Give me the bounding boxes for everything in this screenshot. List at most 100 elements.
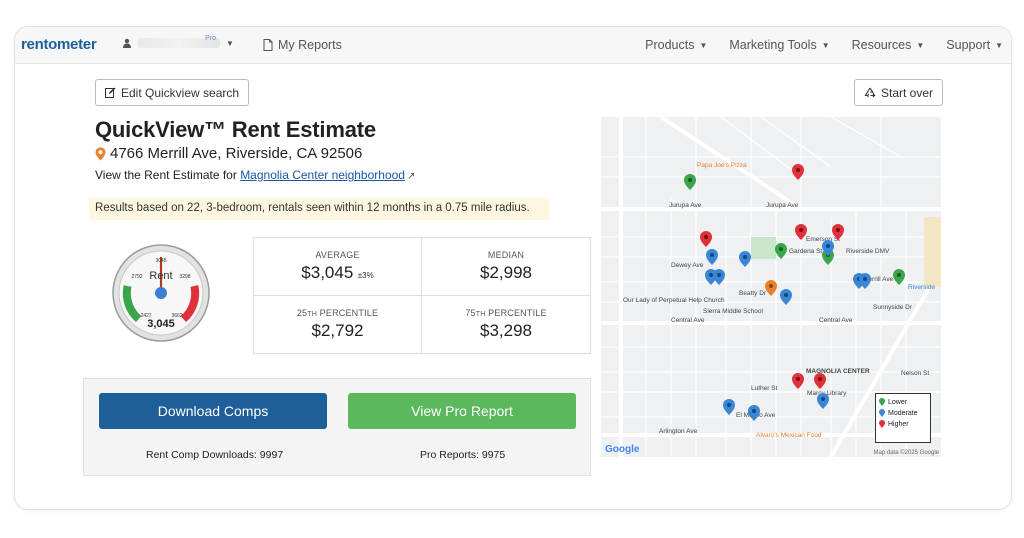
chevron-down-icon: ▼ (821, 40, 830, 50)
pin-subject-property[interactable] (765, 280, 777, 296)
street-label: Riverside DMV (846, 248, 890, 255)
pin-higher[interactable] (832, 224, 844, 240)
pin-moderate[interactable] (859, 273, 871, 289)
stat-average-value: $3,045 (301, 262, 354, 282)
street-label: Riverside (908, 284, 935, 291)
property-address: 4766 Merrill Ave, Riverside, CA 92506 (95, 145, 362, 162)
street-label: MAGNOLIA CENTER (806, 368, 870, 375)
commercial-area (924, 217, 941, 287)
gauge-label: Rent (149, 270, 172, 282)
pin-moderate[interactable] (723, 399, 735, 415)
street-label: Central Ave (819, 317, 853, 324)
menu-support[interactable]: Support ▼ (946, 38, 1003, 52)
user-name-redacted: Pro (138, 35, 220, 48)
download-comps-button[interactable]: Download Comps (99, 393, 327, 429)
stat-75th-suffix: TH (475, 310, 486, 318)
main-menu: Products ▼ Marketing Tools ▼ Resources ▼ Su… (645, 38, 1003, 52)
pin-moderate[interactable] (817, 393, 829, 409)
street-label: Jurupa Ave (766, 202, 799, 209)
gauge-tick-3298: 3298 (179, 274, 190, 280)
neighborhood-line: View the Rent Estimate for Magnolia Cent… (95, 168, 415, 182)
street-label: Merrill Ave (863, 276, 894, 283)
pin-higher[interactable] (792, 164, 804, 180)
stat-average-label: AVERAGE (315, 249, 360, 260)
address-text: 4766 Merrill Ave, Riverside, CA 92506 (110, 145, 363, 162)
gauge-low-band (122, 285, 142, 323)
menu-marketing-tools[interactable]: Marketing Tools ▼ (729, 38, 829, 52)
chevron-down-icon: ▼ (699, 40, 708, 50)
gauge-high-band (180, 285, 200, 323)
stat-25th-number: 25 (296, 307, 308, 318)
my-reports-label: My Reports (278, 38, 342, 52)
stat-average-row: $3,045 ±3% (301, 263, 373, 283)
legend-moderate-icon (879, 409, 885, 417)
menu-resources[interactable]: Resources ▼ (852, 38, 925, 52)
comps-map[interactable]: Jurupa Ave Jurupa Ave Central Ave Centra… (601, 117, 941, 457)
rent-gauge: Rent 3045 2792 3298 2427 3662 3,045 (112, 244, 210, 342)
user-menu[interactable]: Pro ▼ (122, 35, 234, 48)
pin-lower[interactable] (684, 174, 696, 190)
google-logo[interactable]: Google (605, 444, 640, 455)
street-label: Nelson St (901, 370, 929, 377)
pin-lower[interactable] (775, 243, 787, 259)
menu-resources-label: Resources (851, 38, 912, 52)
map-pins (684, 164, 905, 421)
street-label: Jurupa Ave (669, 202, 702, 209)
external-link-icon: ↗ (406, 171, 416, 182)
gauge-tick-3045: 3045 (155, 258, 166, 264)
legend-higher-label: Higher (888, 420, 909, 428)
street-label: Alvaro's Mexican Food (756, 432, 822, 439)
pro-report-count: Pro Reports: 9975 (420, 449, 506, 461)
stat-25th-suffix: TH (307, 310, 317, 318)
edit-icon (105, 87, 116, 98)
pin-moderate[interactable] (780, 289, 792, 305)
street-label: Beatty Dr (739, 290, 767, 297)
stat-75th-percentile: 75TH PERCENTILE $3,298 (422, 296, 590, 354)
street-label: Emerson St (806, 236, 840, 243)
street-label: Arlington Ave (659, 428, 698, 435)
stat-25th-word: PERCENTILE (319, 307, 379, 318)
download-count: Rent Comp Downloads: 9997 (146, 449, 284, 461)
street-label: Sunnyside Dr (873, 304, 913, 311)
pin-moderate[interactable] (706, 249, 718, 265)
chevron-down-icon: ▼ (916, 40, 925, 50)
pin-moderate[interactable] (822, 240, 834, 256)
start-over-label: Start over (881, 85, 934, 100)
edit-quickview-button[interactable]: Edit Quickview search (95, 79, 250, 106)
gauge-hub (155, 287, 167, 299)
rentometer-logo[interactable]: rentometer (21, 36, 97, 53)
pin-higher[interactable] (814, 373, 826, 389)
menu-products[interactable]: Products ▼ (645, 38, 707, 52)
street-label: Sierra Middle School (703, 308, 764, 315)
rent-stats-table: AVERAGE $3,045 ±3% MEDIAN $2,998 25TH PE… (253, 237, 591, 354)
menu-support-label: Support (946, 38, 991, 52)
map-credit[interactable]: Map data ©2025 Google (873, 450, 939, 456)
pin-higher[interactable] (795, 224, 807, 240)
street-label: Dewey Ave (671, 262, 704, 269)
stat-median-value: $2,998 (480, 262, 532, 282)
results-note: Results based on 22, 3-bedroom, rentals … (89, 198, 549, 220)
stat-75th-number: 75 (465, 307, 476, 318)
legend-moderate-label: Moderate (888, 409, 918, 417)
chevron-down-icon: ▼ (226, 38, 234, 48)
stat-median: MEDIAN $2,998 (422, 238, 590, 296)
view-pro-report-button[interactable]: View Pro Report (348, 393, 576, 429)
pin-moderate[interactable] (748, 405, 760, 421)
pin-higher[interactable] (700, 231, 712, 247)
start-over-button[interactable]: Start over (854, 79, 944, 106)
gauge-tick-2792: 2792 (131, 274, 142, 280)
stat-average-margin: ±3% (357, 270, 374, 280)
pin-moderate[interactable] (739, 251, 751, 267)
stat-median-label: MEDIAN (487, 249, 525, 260)
menu-products-label: Products (645, 38, 695, 52)
neighborhood-link[interactable]: Magnolia Center neighborhood (240, 168, 405, 182)
street-label: Marcy Library (807, 390, 847, 397)
street-label: Luther St (751, 385, 778, 392)
stat-25th-value: $2,792 (311, 320, 364, 340)
pin-higher[interactable] (792, 373, 804, 389)
pin-moderate[interactable] (713, 269, 725, 285)
menu-marketing-tools-label: Marketing Tools (729, 38, 817, 52)
park-area (751, 237, 776, 259)
pin-lower[interactable] (893, 269, 905, 285)
my-reports-link[interactable]: My Reports (263, 38, 342, 52)
